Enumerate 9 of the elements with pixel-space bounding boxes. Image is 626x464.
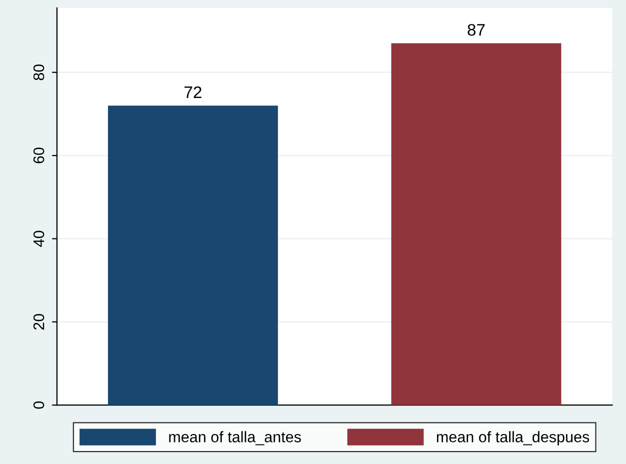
y-tick-label: 40 xyxy=(33,230,44,247)
y-tick-label: 80 xyxy=(33,64,44,80)
y-tick-label: 60 xyxy=(33,148,44,164)
legend-label: mean of talla_despues xyxy=(436,431,590,446)
legend-label: mean of talla_antes xyxy=(169,431,301,446)
y-tick-label: 0 xyxy=(33,401,44,409)
y-tick-label: 20 xyxy=(33,314,44,330)
data-label: 72 xyxy=(184,86,202,98)
data-label: 87 xyxy=(468,24,485,36)
